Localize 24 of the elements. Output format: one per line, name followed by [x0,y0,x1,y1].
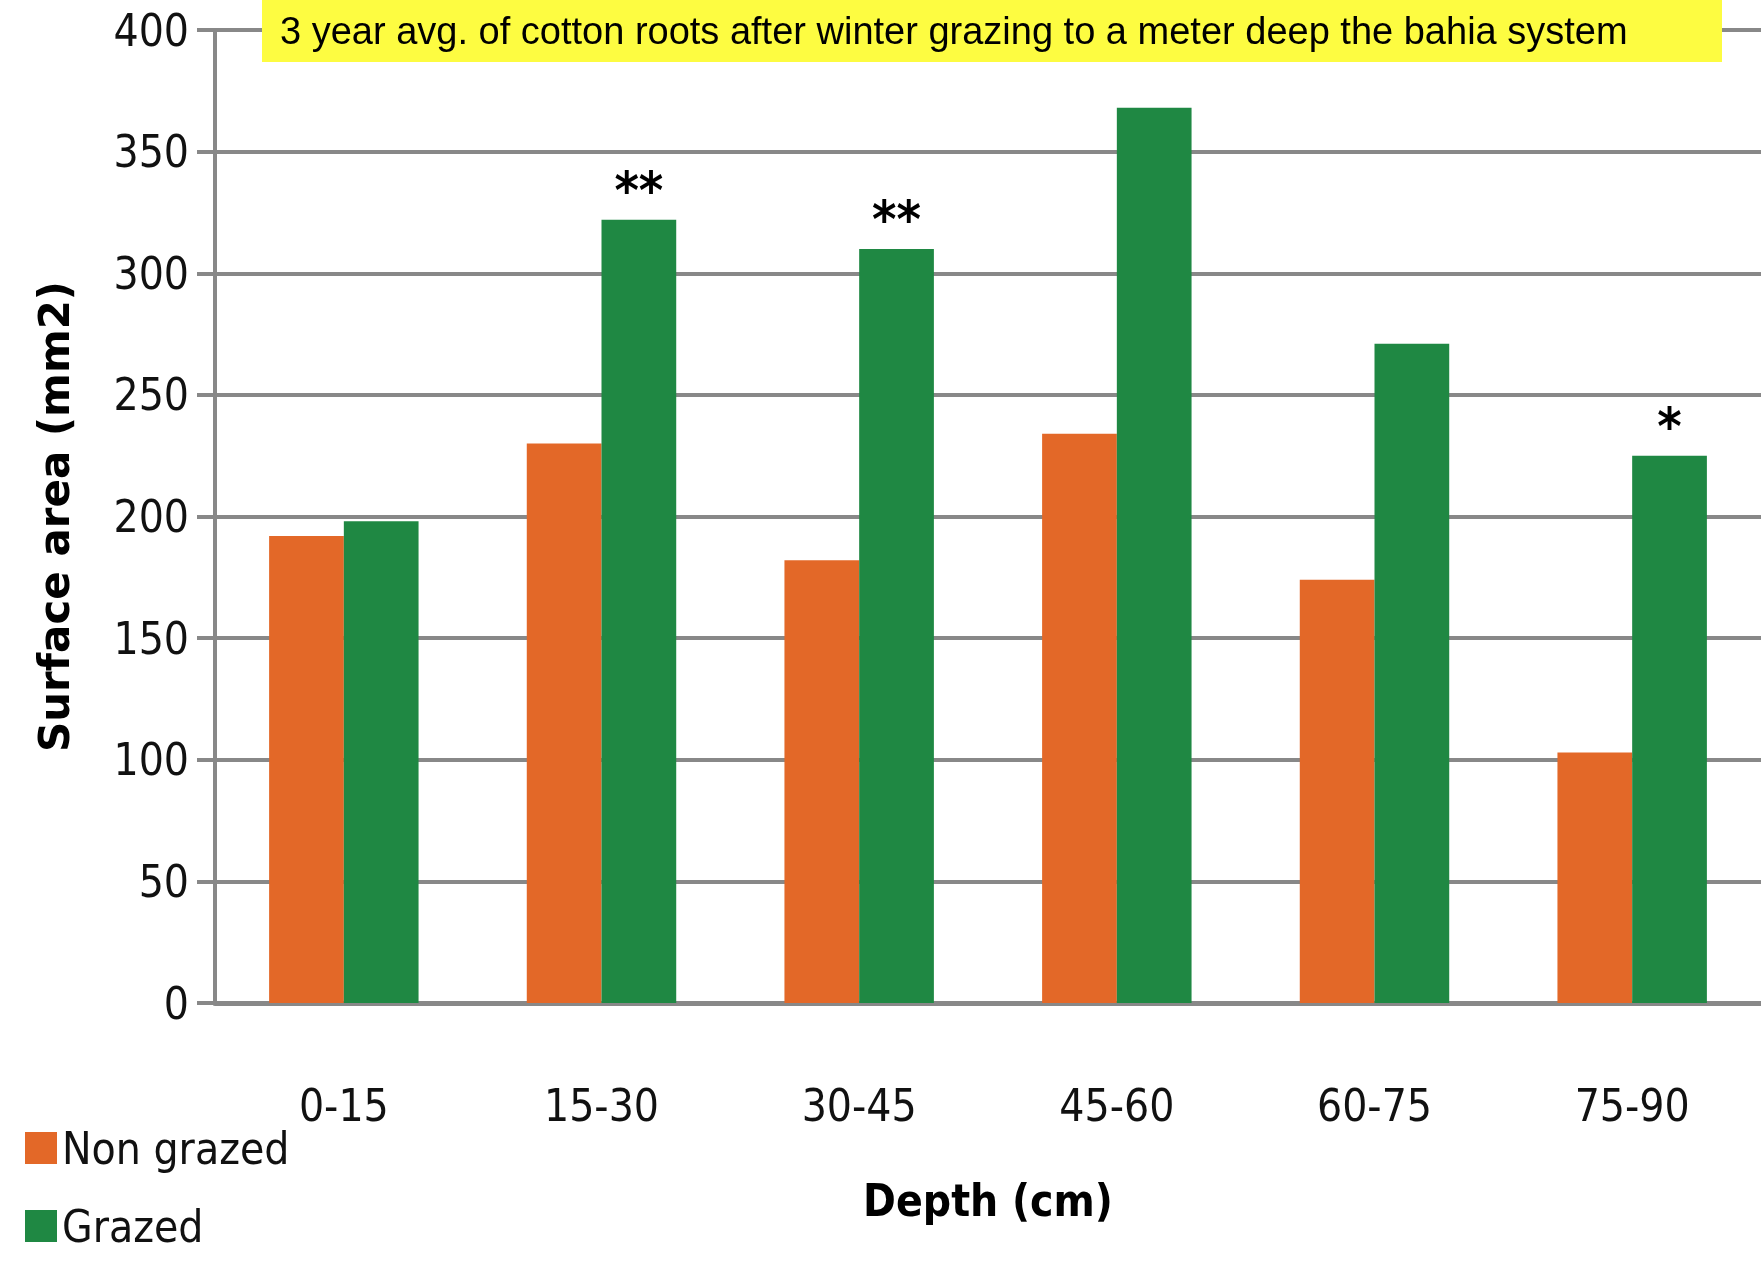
annotation: ** [614,159,664,220]
legend-label: Grazed [62,1200,204,1252]
annotation: * [1657,395,1682,456]
x-tick-label: 30-45 [801,1079,917,1131]
y-tick-label: 100 [113,734,189,786]
y-tick-label: 0 [163,977,189,1029]
y-tick-label: 400 [113,4,189,56]
x-tick-label: 0-15 [298,1079,389,1131]
x-axis-title: Depth (cm) [863,1174,1113,1226]
y-tick-label: 350 [113,126,189,178]
x-tick-label: 60-75 [1316,1079,1433,1131]
legend-label: Non grazed [62,1122,290,1174]
y-tick-label: 50 [138,855,189,907]
x-tick-label: 75-90 [1574,1079,1690,1131]
y-tick-label: 250 [113,369,189,421]
x-tick-label: 15-30 [543,1079,660,1131]
x-tick-label: 45-60 [1059,1079,1175,1131]
y-tick-label: 150 [113,612,189,664]
annotation: ** [872,188,921,249]
title-box: 3 year avg. of cotton roots after winter grazing to a meter deep the bahia system [262,0,1722,62]
y-axis-title: Surface area (mm2) [29,280,79,753]
chart-title: 3 year avg. of cotton roots after winter grazing to a meter deep the bahia system [280,10,1628,52]
y-tick-label: 200 [113,491,189,542]
y-tick-label: 300 [113,247,189,299]
